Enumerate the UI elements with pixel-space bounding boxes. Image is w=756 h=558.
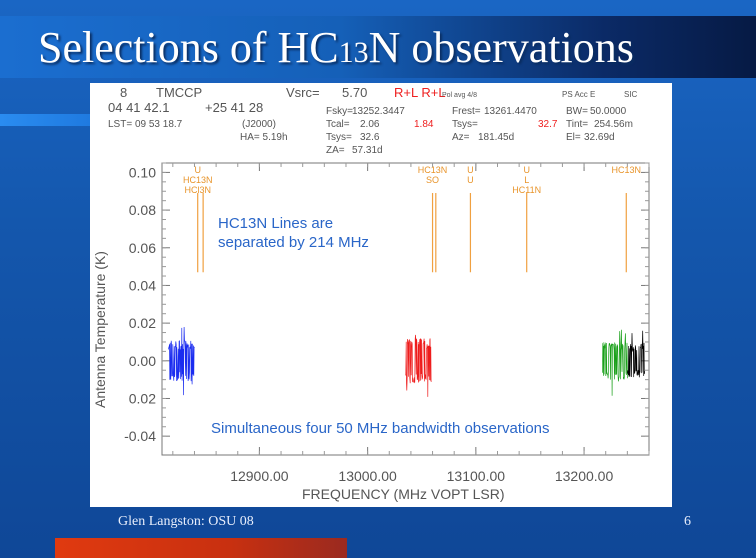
- header-fsky-value: 13252.3447: [352, 106, 405, 117]
- spectrum-series: [168, 326, 646, 397]
- header-pol-avg: Pol avg 4/8: [442, 92, 477, 99]
- axis-ticks: [162, 162, 650, 455]
- accent-bar-left: [0, 114, 90, 126]
- header-mode: PS Acc E: [562, 90, 595, 99]
- slide-title: Selections of HC13N observations: [38, 23, 634, 72]
- header-tsys-value: 32.6: [360, 132, 380, 143]
- header-ha: HA= 5.19h: [240, 132, 288, 143]
- header-sic: SIC: [624, 90, 638, 99]
- header-tcal-label: Tcal=: [326, 119, 350, 130]
- y-tick-label: 0.10: [129, 164, 156, 180]
- line-marker-label: HC13N: [612, 165, 642, 175]
- x-tick-label: 13000.00: [338, 468, 397, 484]
- plot-frame: [161, 162, 650, 456]
- header-lst: LST= 09 53 18.7: [108, 119, 183, 130]
- header-tint-label: Tint=: [566, 119, 588, 130]
- header-ra: 04 41 42.1: [108, 100, 169, 115]
- spectrum-band: [602, 329, 628, 396]
- x-axis-label: FREQUENCY (MHz VOPT LSR): [302, 486, 505, 502]
- header-scan: 8: [120, 85, 127, 100]
- y-tick-label: 0.04: [129, 277, 156, 293]
- spectrum-band: [405, 334, 432, 397]
- line-marker-label: SO: [426, 175, 439, 185]
- x-tick-label: 13100.00: [447, 468, 506, 484]
- spectrum-band: [168, 326, 195, 396]
- line-marker-label: U: [467, 165, 474, 175]
- header-el-label: El=: [566, 132, 581, 143]
- header-el-value: 32.69d: [584, 132, 615, 143]
- line-marker-label: L: [524, 175, 529, 185]
- annotation-line-1: HC13N Lines are: [218, 215, 333, 232]
- header-bw-value: 50.0000: [590, 106, 627, 117]
- y-tick-label: 0.06: [129, 240, 156, 256]
- y-axis-label: Antenna Temperature (K): [92, 251, 108, 408]
- line-marker-label: HC13N: [418, 165, 448, 175]
- line-marker-label: U: [523, 165, 530, 175]
- header-tint-value: 254.56m: [594, 119, 633, 130]
- header-tsys-value-2: 32.7: [538, 119, 558, 130]
- header-source: TMCCP: [156, 85, 202, 100]
- accent-bar-bottom: [55, 538, 347, 558]
- header-dec: +25 41 28: [205, 100, 263, 115]
- header-epoch: (J2000): [242, 119, 276, 130]
- header-az-value: 181.45d: [478, 132, 514, 143]
- header-frest-value: 13261.4470: [484, 106, 537, 117]
- header-az-label: Az=: [452, 132, 470, 143]
- y-tick-label: 0.02: [129, 390, 156, 406]
- annotation-bandwidth: Simultaneous four 50 MHz bandwidth obser…: [211, 420, 550, 437]
- observation-header: 8 TMCCP 04 41 42.1 +25 41 28 LST= 09 53 …: [108, 85, 638, 156]
- x-tick-labels: 12900.00 13000.00 13100.00 13200.00: [230, 468, 613, 484]
- title-band: [0, 16, 756, 78]
- line-marker-label: U: [194, 165, 201, 175]
- x-tick-label: 13200.00: [555, 468, 614, 484]
- spectrum-plot-panel: 8 TMCCP 04 41 42.1 +25 41 28 LST= 09 53 …: [90, 83, 672, 507]
- header-vsrc-value: 5.70: [342, 85, 367, 100]
- header-tsys-label: Tsys=: [326, 132, 352, 143]
- header-fsky-label: Fsky=: [326, 106, 353, 117]
- header-pol: R+L R+L: [394, 85, 446, 100]
- line-marker-label: U: [467, 175, 474, 185]
- header-frest-label: Frest=: [452, 106, 481, 117]
- y-tick-labels: 0.10 0.08 0.06 0.04 0.02 0.00 0.02 -0.04: [124, 164, 156, 444]
- line-marker-label: HCl3N: [184, 185, 211, 195]
- header-tcal-value-2: 1.84: [414, 119, 434, 130]
- header-tcal-value: 2.06: [360, 119, 380, 130]
- line-marker-label: HC11N: [512, 185, 541, 195]
- y-tick-label: 0.08: [129, 202, 156, 218]
- y-tick-label: 0.00: [129, 353, 156, 369]
- spectrum-plot: 8 TMCCP 04 41 42.1 +25 41 28 LST= 09 53 …: [92, 85, 650, 502]
- y-tick-label: 0.02: [129, 315, 156, 331]
- y-tick-label: -0.04: [124, 428, 156, 444]
- annotation-line-2: separated by 214 MHz: [218, 234, 369, 251]
- header-za-value: 57.31d: [352, 145, 383, 156]
- header-tsys-label-2: Tsys=: [452, 119, 478, 130]
- x-tick-label: 12900.00: [230, 468, 289, 484]
- slide-footer: Glen Langston: OSU 08: [118, 514, 254, 529]
- spectrum-band: [627, 330, 646, 378]
- header-za-label: ZA=: [326, 145, 345, 156]
- header-bw-label: BW=: [566, 106, 588, 117]
- header-vsrc-label: Vsrc=: [286, 85, 320, 100]
- line-marker-label: HC13N: [183, 175, 213, 185]
- page-number: 6: [684, 514, 691, 529]
